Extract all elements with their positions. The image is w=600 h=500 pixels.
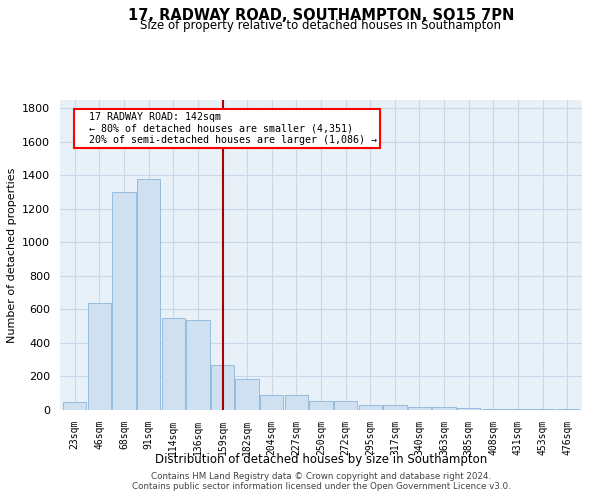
Text: Distribution of detached houses by size in Southampton: Distribution of detached houses by size … [155,452,487,466]
Bar [63,402,86,410]
Bar [383,405,407,410]
Text: 17 RADWAY ROAD: 142sqm
  ← 80% of detached houses are smaller (4,351)
  20% of s: 17 RADWAY ROAD: 142sqm ← 80% of detached… [77,112,377,145]
Bar [457,408,481,410]
Bar [433,406,456,410]
Bar [359,405,382,410]
Text: Contains HM Land Registry data © Crown copyright and database right 2024.: Contains HM Land Registry data © Crown c… [151,472,491,481]
Y-axis label: Number of detached properties: Number of detached properties [7,168,17,342]
Bar [88,303,111,410]
Bar [482,409,505,410]
Bar [310,401,332,410]
Bar [260,395,283,410]
Text: Contains public sector information licensed under the Open Government Licence v3: Contains public sector information licen… [131,482,511,491]
Bar [235,379,259,410]
Text: 17, RADWAY ROAD, SOUTHAMPTON, SO15 7PN: 17, RADWAY ROAD, SOUTHAMPTON, SO15 7PN [128,8,514,22]
Text: Size of property relative to detached houses in Southampton: Size of property relative to detached ho… [140,19,502,32]
Bar [211,365,234,410]
Bar [112,192,136,410]
Bar [334,401,358,410]
Bar [161,318,185,410]
Bar [137,179,160,410]
Bar [284,395,308,410]
Bar [556,409,579,410]
Bar [506,409,530,410]
Bar [408,406,431,410]
Bar [186,320,209,410]
Bar [531,409,554,410]
